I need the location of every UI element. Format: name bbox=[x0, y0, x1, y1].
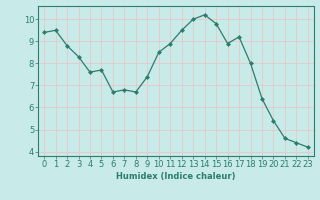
X-axis label: Humidex (Indice chaleur): Humidex (Indice chaleur) bbox=[116, 172, 236, 181]
